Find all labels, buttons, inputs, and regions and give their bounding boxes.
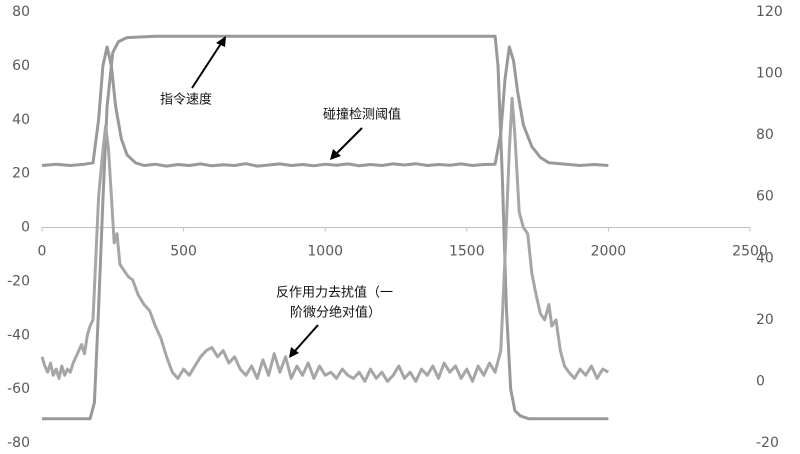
y2-tick-label: 80 (756, 127, 774, 143)
x-tick-label: 1500 (449, 244, 485, 260)
y2-tick-label: 120 (756, 4, 783, 20)
annotation: 指令速度 (160, 92, 212, 108)
y-tick-label: 20 (12, 166, 30, 182)
y-tick-label: -60 (7, 381, 30, 397)
y-tick-label: 80 (12, 4, 30, 20)
arrow (294, 325, 318, 352)
x-tick-label: 0 (38, 244, 47, 260)
arrow (336, 128, 362, 154)
y-tick-label: 40 (12, 112, 30, 128)
annotation: 反作用力去扰值（一 (276, 285, 393, 301)
y-tick-label: 0 (21, 220, 30, 236)
chart: -80-60-40-20020406080-200204060801001200… (0, 0, 800, 454)
y2-tick-label: 100 (756, 66, 783, 82)
y2-tick-label: 60 (756, 189, 774, 205)
y-tick-label: -20 (7, 273, 30, 289)
x-tick-label: 500 (170, 244, 197, 260)
series-line (42, 98, 608, 381)
annotation: 碰撞检测阈值 (323, 107, 401, 123)
y2-tick-label: 0 (756, 373, 765, 389)
y-tick-label: -40 (7, 327, 30, 343)
annotations: 指令速度 碰撞检测阈值 反作用力去扰值（一 阶微分绝对值） (160, 36, 401, 358)
plot: -80-60-40-20020406080-200204060801001200… (7, 4, 783, 451)
x-tick-label: 1000 (307, 244, 343, 260)
x-tick-label: 2000 (591, 244, 627, 260)
arrow (192, 42, 222, 88)
y-tick-label: 60 (12, 58, 30, 74)
y2-tick-label: -20 (756, 435, 779, 451)
annotation: 阶微分绝对值） (290, 305, 381, 321)
y2-tick-label: 20 (756, 312, 774, 328)
y-tick-label: -80 (7, 435, 30, 451)
x-tick-label: 2500 (732, 244, 768, 260)
